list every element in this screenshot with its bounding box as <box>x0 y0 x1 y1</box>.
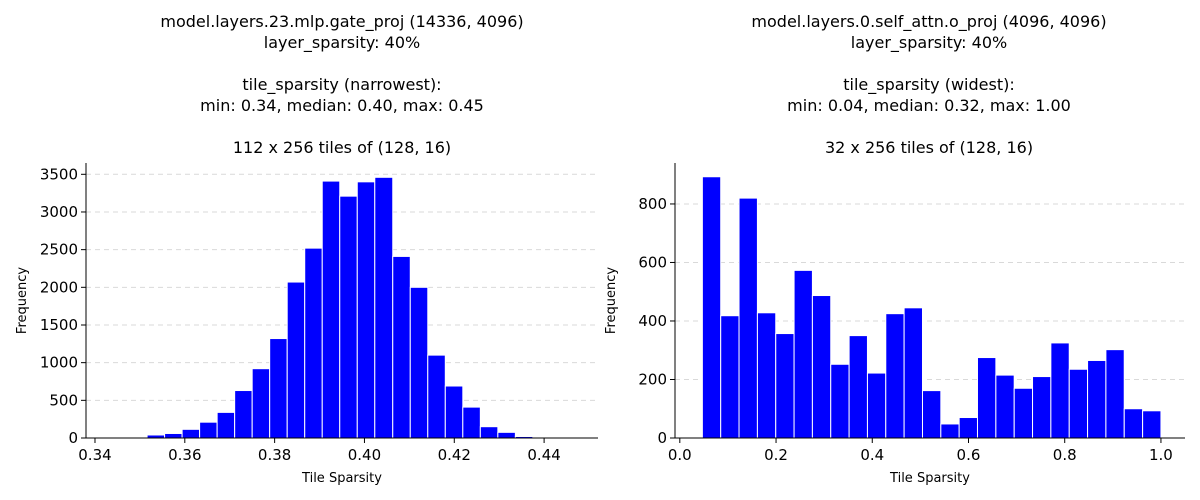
y-tick-label: 0 <box>657 429 667 447</box>
chart-panel-2: model.layers.0.self_attn.o_proj (4096, 4… <box>604 12 1185 486</box>
chart-title-line: tile_sparsity (narrowest): <box>242 75 441 95</box>
chart-title-line: min: 0.34, median: 0.40, max: 0.45 <box>200 96 484 115</box>
histogram-bar <box>793 269 813 439</box>
x-tick-label: 0.34 <box>78 446 111 464</box>
histogram-bar <box>286 281 306 439</box>
histogram-bar <box>444 385 464 439</box>
histogram-bar <box>830 363 850 439</box>
x-tick-label: 0.38 <box>258 446 291 464</box>
histogram-bar <box>1142 410 1162 439</box>
histogram-bar <box>866 372 887 439</box>
histogram-bar <box>976 357 997 439</box>
y-tick-label: 200 <box>638 370 667 388</box>
x-axis-label: Tile Sparsity <box>301 471 382 486</box>
y-tick-label: 3500 <box>40 165 78 183</box>
chart-title-line: layer_sparsity: 40% <box>264 33 420 53</box>
histogram-bar <box>756 312 777 439</box>
histogram-bar <box>462 406 481 439</box>
histogram-bar <box>1105 349 1125 439</box>
histogram-bar <box>409 286 429 439</box>
histogram-bar <box>234 390 253 439</box>
histogram-bar <box>1013 387 1034 439</box>
chart-title-line: layer_sparsity: 40% <box>851 33 1007 53</box>
histogram-bar <box>164 432 183 439</box>
histogram-bar <box>1123 408 1144 439</box>
histogram-bar <box>720 315 740 439</box>
x-tick-label: 0.8 <box>1053 446 1077 464</box>
histogram-bar <box>269 338 288 439</box>
histogram-bar <box>995 374 1015 439</box>
histogram-bar <box>885 313 905 439</box>
chart-title-line: model.layers.0.self_attn.o_proj (4096, 4… <box>751 12 1106 32</box>
x-tick-label: 0.4 <box>860 446 884 464</box>
y-tick-label: 400 <box>638 312 667 330</box>
histogram-bar <box>374 176 394 439</box>
x-axis-label: Tile Sparsity <box>889 471 970 486</box>
chart-title-line: tile_sparsity (widest): <box>843 75 1015 95</box>
x-tick-label: 0.42 <box>438 446 471 464</box>
histogram-bar <box>251 368 271 439</box>
chart-title-line: min: 0.04, median: 0.32, max: 1.00 <box>787 96 1071 115</box>
y-tick-label: 800 <box>638 195 667 213</box>
histogram-bar <box>216 411 236 439</box>
histogram-bar <box>811 295 832 439</box>
histogram-bar <box>940 423 960 439</box>
histogram-bar <box>1032 376 1052 439</box>
x-tick-label: 0.0 <box>668 446 692 464</box>
chart-title-line: model.layers.23.mlp.gate_proj (14336, 40… <box>160 12 523 32</box>
y-tick-label: 1000 <box>40 354 78 372</box>
histogram-bar <box>199 421 218 439</box>
histogram-bar <box>775 333 795 439</box>
x-tick-label: 0.40 <box>348 446 381 464</box>
histogram-bar <box>701 176 722 439</box>
x-tick-label: 0.2 <box>764 446 788 464</box>
histogram-bar <box>738 197 758 439</box>
x-tick-label: 0.44 <box>527 446 560 464</box>
y-tick-label: 1500 <box>40 316 78 334</box>
y-tick-label: 0 <box>68 429 78 447</box>
histogram-bar <box>1087 359 1107 439</box>
histogram-bar <box>958 417 978 439</box>
y-tick-label: 500 <box>49 391 78 409</box>
y-axis-label: Frequency <box>15 267 30 334</box>
x-tick-label: 0.6 <box>957 446 981 464</box>
x-tick-label: 1.0 <box>1149 446 1173 464</box>
histogram-bar <box>304 247 323 439</box>
histogram-bar <box>921 390 942 439</box>
chart-panel-1: model.layers.23.mlp.gate_proj (14336, 40… <box>15 12 598 486</box>
y-tick-label: 3000 <box>40 203 78 221</box>
y-tick-label: 2000 <box>40 278 78 296</box>
histogram-bar <box>356 181 376 439</box>
histogram-bar <box>1068 368 1089 439</box>
x-tick-label: 0.36 <box>168 446 201 464</box>
histogram-bar <box>479 426 499 439</box>
histogram-bar <box>848 335 868 439</box>
histogram-bar <box>339 195 358 439</box>
histogram-bar <box>903 307 923 439</box>
y-tick-label: 600 <box>638 253 667 271</box>
histogram-bar <box>181 428 201 439</box>
y-tick-label: 2500 <box>40 241 78 259</box>
y-axis-label: Frequency <box>604 267 619 334</box>
chart-title-line: 32 x 256 tiles of (128, 16) <box>825 138 1033 157</box>
histogram-bar <box>497 431 516 439</box>
histogram-bar <box>392 255 411 439</box>
histogram-bar <box>427 354 446 439</box>
chart-title-line: 112 x 256 tiles of (128, 16) <box>233 138 451 157</box>
histogram-bar <box>321 180 341 439</box>
histogram-bar <box>1050 342 1070 439</box>
